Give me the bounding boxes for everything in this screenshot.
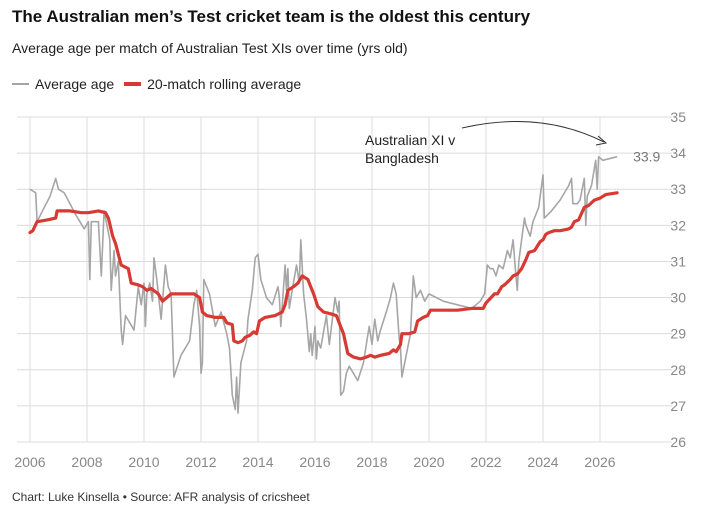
chart-footer: Chart: Luke Kinsella • Source: AFR analy… xyxy=(12,490,310,504)
x-tick-label-2018: 2018 xyxy=(356,454,387,470)
annotation-layer: 33.9 xyxy=(461,121,661,165)
legend-item-average-age: Average age xyxy=(12,76,114,92)
series-line-rolling-average xyxy=(28,191,619,361)
y-tick-label-30: 30 xyxy=(670,290,686,306)
x-axis-ticks: 2006 2008 2010 2012 2014 2016 2018 2020 2022 2024… xyxy=(14,454,615,470)
y-axis-ticks: 26 27 28 29 30 31 32 33 34 35 xyxy=(670,109,686,450)
x-tick-label-2014: 2014 xyxy=(242,454,273,470)
y-tick-label-29: 29 xyxy=(670,326,686,342)
chart-title: The Australian men’s Test cricket team i… xyxy=(12,7,531,26)
horizontal-gridlines xyxy=(17,116,672,443)
legend-swatch-rolling-average xyxy=(124,82,142,86)
x-tick-label-2024: 2024 xyxy=(527,454,558,470)
series-line-average-age xyxy=(29,155,618,414)
y-tick-label-26: 26 xyxy=(670,434,686,450)
series-layer xyxy=(28,155,619,414)
x-tick-label-2016: 2016 xyxy=(299,454,330,470)
x-tick-label-2020: 2020 xyxy=(413,454,444,470)
y-tick-label-33: 33 xyxy=(670,181,686,197)
x-tick-label-2012: 2012 xyxy=(185,454,216,470)
y-tick-label-28: 28 xyxy=(670,362,686,378)
y-tick-label-34: 34 xyxy=(670,145,686,161)
chart-subtitle: Average age per match of Australian Test… xyxy=(12,40,408,56)
annotation-arrowhead xyxy=(595,135,608,146)
x-tick-label-2010: 2010 xyxy=(128,454,159,470)
chart-legend: Average age 20-match rolling average xyxy=(12,76,301,92)
y-tick-label-35: 35 xyxy=(670,109,686,125)
legend-item-rolling-average: 20-match rolling average xyxy=(124,76,301,92)
legend-label-average-age: Average age xyxy=(35,76,115,92)
x-tick-label-2022: 2022 xyxy=(470,454,501,470)
x-tick-label-2026: 2026 xyxy=(584,454,615,470)
legend-label-rolling-average: 20-match rolling average xyxy=(147,76,302,92)
x-tick-label-2008: 2008 xyxy=(71,454,102,470)
x-tick-label-2006: 2006 xyxy=(14,454,45,470)
legend-swatch-average-age xyxy=(12,83,29,85)
y-tick-label-31: 31 xyxy=(670,253,686,269)
end-value-label: 33.9 xyxy=(633,149,660,165)
annotation-arrow xyxy=(461,121,605,143)
y-tick-label-32: 32 xyxy=(670,217,686,233)
annotation-text: Australian XI v Bangladesh xyxy=(365,132,456,166)
vertical-gridlines xyxy=(29,117,601,442)
y-tick-label-27: 27 xyxy=(670,398,686,414)
